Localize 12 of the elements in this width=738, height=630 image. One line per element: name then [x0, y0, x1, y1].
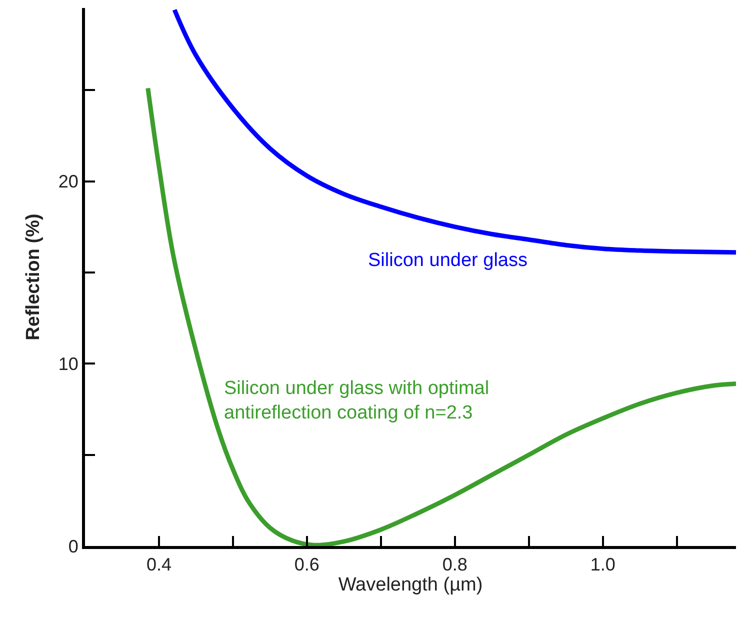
y-tick-label: 10 [58, 354, 78, 374]
x-tick-label: 0.4 [146, 554, 172, 575]
y-axis-title: Reflection (%) [23, 214, 44, 340]
y-tick-label: 0 [68, 536, 78, 556]
x-tick-label: 0.8 [442, 554, 468, 575]
series-label: Silicon under glass [368, 250, 528, 271]
series-label: Silicon under glass with optimal antireflection coating of n=2.3 [224, 378, 490, 424]
x-tick-label: 0.6 [294, 554, 320, 575]
line-series [146, 86, 736, 546]
y-tick-label: 20 [58, 172, 78, 192]
x-tick-label: 1.0 [590, 554, 616, 575]
x-axis-title: Wavelength (µm) [338, 574, 483, 596]
